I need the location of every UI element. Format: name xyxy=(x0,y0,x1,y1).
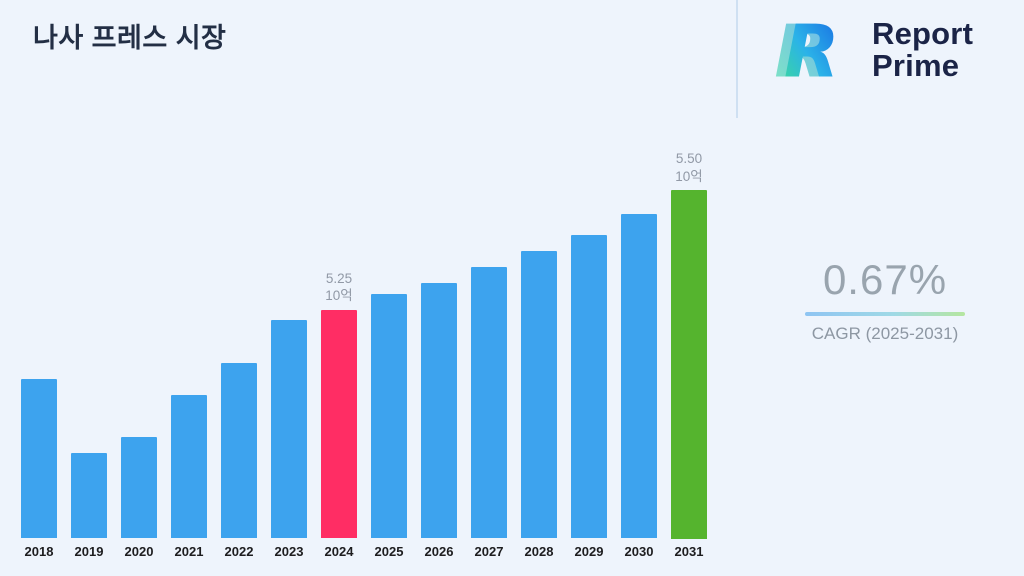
bar-column-2023: 2023 xyxy=(264,150,314,564)
brand-name-line2: Prime xyxy=(872,48,960,83)
x-tick-2018: 2018 xyxy=(24,543,54,559)
x-tick-2019: 2019 xyxy=(74,543,104,559)
bar-2018 xyxy=(21,379,57,538)
report-prime-logo-icon: R R xyxy=(772,11,868,95)
bar-column-2029: 2029 xyxy=(564,150,614,564)
bar-column-2031: 5.50 10억 2031 xyxy=(664,150,714,564)
bar-column-2022: 2022 xyxy=(214,150,264,564)
bar-2029 xyxy=(571,235,607,538)
x-tick-2030: 2030 xyxy=(624,543,654,559)
x-tick-2029: 2029 xyxy=(574,543,604,559)
bar-2021 xyxy=(171,395,207,538)
bar-column-2027: 2027 xyxy=(464,150,514,564)
cagr-value: 0.67% xyxy=(822,256,948,303)
bar-2023 xyxy=(271,320,307,538)
bar-value-label-2031: 5.50 10억 xyxy=(675,151,703,184)
x-tick-2026: 2026 xyxy=(424,543,454,559)
brand-name: Report Prime xyxy=(872,18,973,81)
bar-column-2026: 2026 xyxy=(414,150,464,564)
bar-column-2030: 2030 xyxy=(614,150,664,564)
svg-text:R: R xyxy=(774,12,830,88)
bar-column-2019: 2019 xyxy=(64,150,114,564)
bar-chart: 2018 2019 2020 2021 2022 2023 5.25 10억 2024 2025 2… xyxy=(14,150,714,564)
bar-2019 xyxy=(71,453,107,538)
x-tick-2028: 2028 xyxy=(524,543,554,559)
brand-name-line1: Report xyxy=(872,16,974,52)
x-tick-2023: 2023 xyxy=(274,543,304,559)
bar-column-2020: 2020 xyxy=(114,150,164,564)
bar-2025 xyxy=(371,294,407,538)
x-tick-2024: 2024 xyxy=(324,543,354,559)
x-tick-2020: 2020 xyxy=(124,543,154,559)
header-divider xyxy=(736,0,738,118)
bar-2020 xyxy=(121,437,157,538)
bar-column-2018: 2018 xyxy=(14,150,64,564)
bar-2028 xyxy=(521,251,557,538)
bar-2024 xyxy=(321,310,357,538)
bar-2030 xyxy=(621,214,657,538)
bar-column-2021: 2021 xyxy=(164,150,214,564)
bar-value-label-2024: 5.25 10억 xyxy=(325,270,353,304)
x-tick-2027: 2027 xyxy=(474,543,504,559)
bar-column-2025: 2025 xyxy=(364,150,414,564)
bar-column-2028: 2028 xyxy=(514,150,564,564)
x-tick-2025: 2025 xyxy=(374,543,404,559)
cagr-label: CAGR (2025-2031) xyxy=(811,324,959,343)
bar-2022 xyxy=(221,363,257,538)
cagr-underline xyxy=(805,312,965,316)
x-tick-2022: 2022 xyxy=(224,543,254,559)
bar-2026 xyxy=(421,283,457,538)
brand-logo: R R Report Prime xyxy=(772,11,973,95)
bar-2027 xyxy=(471,267,507,538)
bar-2031 xyxy=(671,190,707,539)
svg-text:R: R xyxy=(784,12,840,88)
x-tick-2021: 2021 xyxy=(174,543,204,559)
page-title: 나사 프레스 시장 xyxy=(33,23,227,53)
bar-column-2024: 5.25 10억 2024 xyxy=(314,150,364,564)
cagr-stat: 0.67% CAGR (2025-2031) xyxy=(790,256,980,344)
x-tick-2031: 2031 xyxy=(674,543,704,559)
